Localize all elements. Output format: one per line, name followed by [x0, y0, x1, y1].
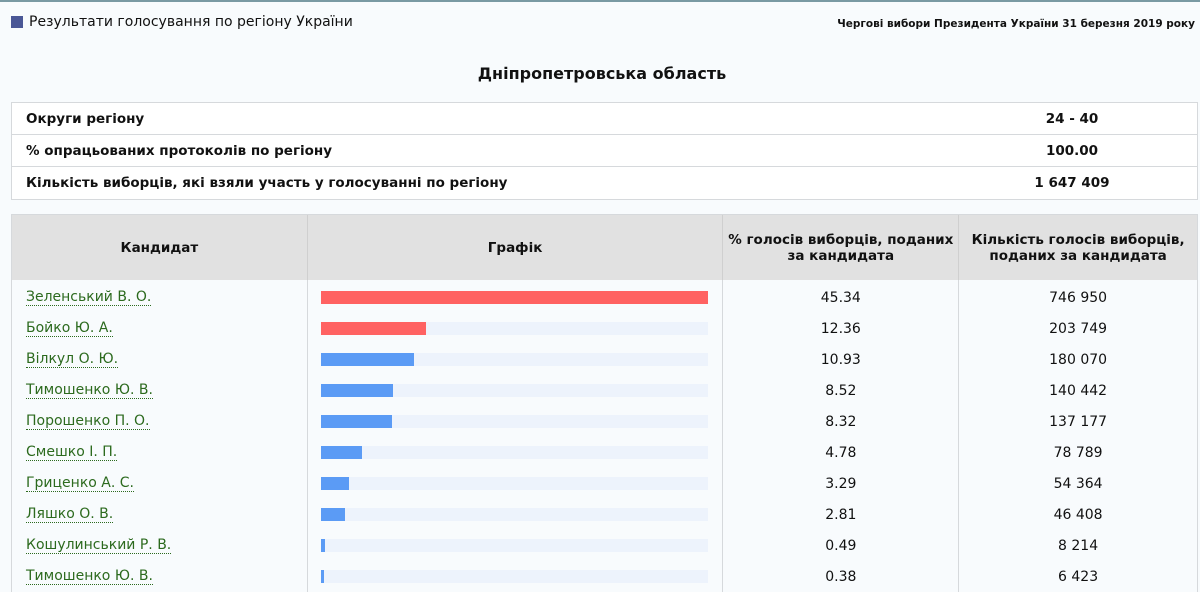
bar-track [320, 415, 708, 428]
votes-value: 54 364 [1053, 475, 1103, 492]
table-row-candidate: Тимошенко Ю. В. [12, 375, 307, 406]
table-row-bar [308, 499, 723, 530]
votes-value: 180 070 [1049, 351, 1108, 368]
percent-value: 0.38 [825, 568, 857, 585]
percent-value: 10.93 [820, 351, 861, 368]
percent-value: 4.78 [825, 444, 857, 461]
top-bar: Результати голосування по регіону Україн… [11, 14, 1195, 34]
summary-value: 1 647 409 [1034, 175, 1110, 191]
summary-label: Кількість виборців, які взяли участь у г… [26, 175, 508, 191]
summary-row-turnout: Кількість виборців, які взяли участь у г… [12, 167, 1197, 199]
bar-fill [320, 384, 394, 397]
table-row-bar [308, 375, 723, 406]
candidate-link[interactable]: Вілкул О. Ю. [26, 351, 119, 368]
percent-column: 45.34 12.36 10.93 8.52 8.32 4.78 3.29 2.81 0.49 0… [723, 280, 960, 592]
summary-row-districts: Округи регіону 24 - 40 [12, 103, 1197, 135]
results-table: Кандидат Графік % голосів виборців, пода… [11, 214, 1198, 592]
summary-label: % опрацьованих протоколів по регіону [26, 142, 333, 159]
bar-fill [320, 477, 349, 490]
table-row-candidate: Вілкул О. Ю. [12, 344, 307, 375]
summary-value: 24 - 40 [1045, 110, 1099, 127]
election-title: Чергові вибори Президента України 31 бер… [837, 18, 1195, 30]
table-row-bar [308, 344, 723, 375]
square-bullet-icon [11, 16, 23, 28]
votes-column: 746 950 203 749 180 070 140 442 137 177 78 78… [959, 280, 1197, 592]
bar-track [320, 508, 708, 521]
votes-value: 8 214 [1058, 537, 1099, 554]
region-title: Дніпропетровська область [477, 64, 727, 83]
candidate-column: Зеленський В. О. Бойко Ю. А. Вілкул О. Ю. Т… [12, 280, 308, 592]
bar-track [320, 539, 708, 552]
candidate-link[interactable]: Гриценко А. С. [26, 475, 134, 492]
bar-track [320, 446, 708, 459]
column-header-chart: Графік [308, 215, 724, 280]
bar-fill [320, 539, 325, 552]
candidate-link[interactable]: Зеленський В. О. [26, 289, 152, 306]
candidate-link[interactable]: Тимошенко Ю. В. [26, 568, 153, 585]
table-row-bar [308, 530, 723, 561]
table-row-candidate: Порошенко П. О. [12, 406, 307, 437]
candidate-link[interactable]: Кошулинський Р. В. [26, 537, 172, 554]
votes-value: 137 177 [1049, 413, 1108, 430]
summary-row-protocols: % опрацьованих протоколів по регіону 100… [12, 135, 1197, 167]
table-row-bar [308, 282, 723, 313]
candidate-link[interactable]: Тимошенко Ю. В. [26, 382, 153, 399]
percent-value: 12.36 [820, 320, 861, 337]
bar-track [320, 384, 708, 397]
percent-value: 0.49 [825, 537, 857, 554]
bar-fill [320, 353, 415, 366]
page-header: Результати голосування по регіону Україн… [11, 14, 353, 30]
table-row-candidate: Бойко Ю. А. [12, 313, 307, 344]
candidate-link[interactable]: Смешко І. П. [26, 444, 118, 461]
chart-column [308, 280, 724, 592]
table-row-bar [308, 313, 723, 344]
table-row-candidate: Тимошенко Ю. В. [12, 561, 307, 592]
bar-fill [320, 508, 345, 521]
percent-value: 45.34 [820, 289, 861, 306]
table-header: Кандидат Графік % голосів виборців, пода… [12, 215, 1197, 280]
table-row-candidate: Кошулинський Р. В. [12, 530, 307, 561]
bar-track [320, 477, 708, 490]
candidate-link[interactable]: Ляшко О. В. [26, 506, 114, 523]
votes-value: 140 442 [1049, 382, 1108, 399]
bar-fill [320, 291, 708, 304]
table-row-candidate: Гриценко А. С. [12, 468, 307, 499]
candidate-link[interactable]: Порошенко П. О. [26, 413, 150, 430]
bar-track [320, 570, 708, 583]
bar-fill [320, 415, 392, 428]
votes-value: 6 423 [1058, 568, 1099, 585]
bar-track [320, 322, 708, 335]
votes-value: 46 408 [1053, 506, 1103, 523]
summary-table: Округи регіону 24 - 40 % опрацьованих пр… [11, 102, 1198, 200]
votes-value: 746 950 [1049, 289, 1108, 306]
percent-value: 8.32 [825, 413, 857, 430]
table-row-bar [308, 561, 723, 592]
bar-track [320, 353, 708, 366]
summary-label: Округи регіону [26, 110, 145, 127]
summary-value: 100.00 [1045, 142, 1099, 159]
candidate-link[interactable]: Бойко Ю. А. [26, 320, 113, 337]
percent-value: 3.29 [825, 475, 857, 492]
votes-value: 78 789 [1053, 444, 1103, 461]
table-row-bar [308, 437, 723, 468]
table-row-candidate: Ляшко О. В. [12, 499, 307, 530]
votes-value: 203 749 [1049, 320, 1108, 337]
table-row-candidate: Зеленський В. О. [12, 282, 307, 313]
column-header-candidate: Кандидат [12, 215, 308, 280]
bar-track [320, 291, 708, 304]
bar-fill [320, 446, 362, 459]
percent-value: 8.52 [825, 382, 857, 399]
column-header-votes: Кількість голосів виборців, поданих за к… [971, 231, 1185, 264]
percent-value: 2.81 [825, 506, 857, 523]
table-row-bar [308, 468, 723, 499]
table-row-candidate: Смешко І. П. [12, 437, 307, 468]
page-title: Результати голосування по регіону Україн… [29, 14, 353, 30]
bar-fill [320, 570, 325, 583]
bar-fill [320, 322, 427, 335]
table-row-bar [308, 406, 723, 437]
column-header-percent: % голосів виборців, поданих за кандидата [723, 215, 960, 280]
table-body: Зеленський В. О. Бойко Ю. А. Вілкул О. Ю. Т… [12, 280, 1197, 592]
